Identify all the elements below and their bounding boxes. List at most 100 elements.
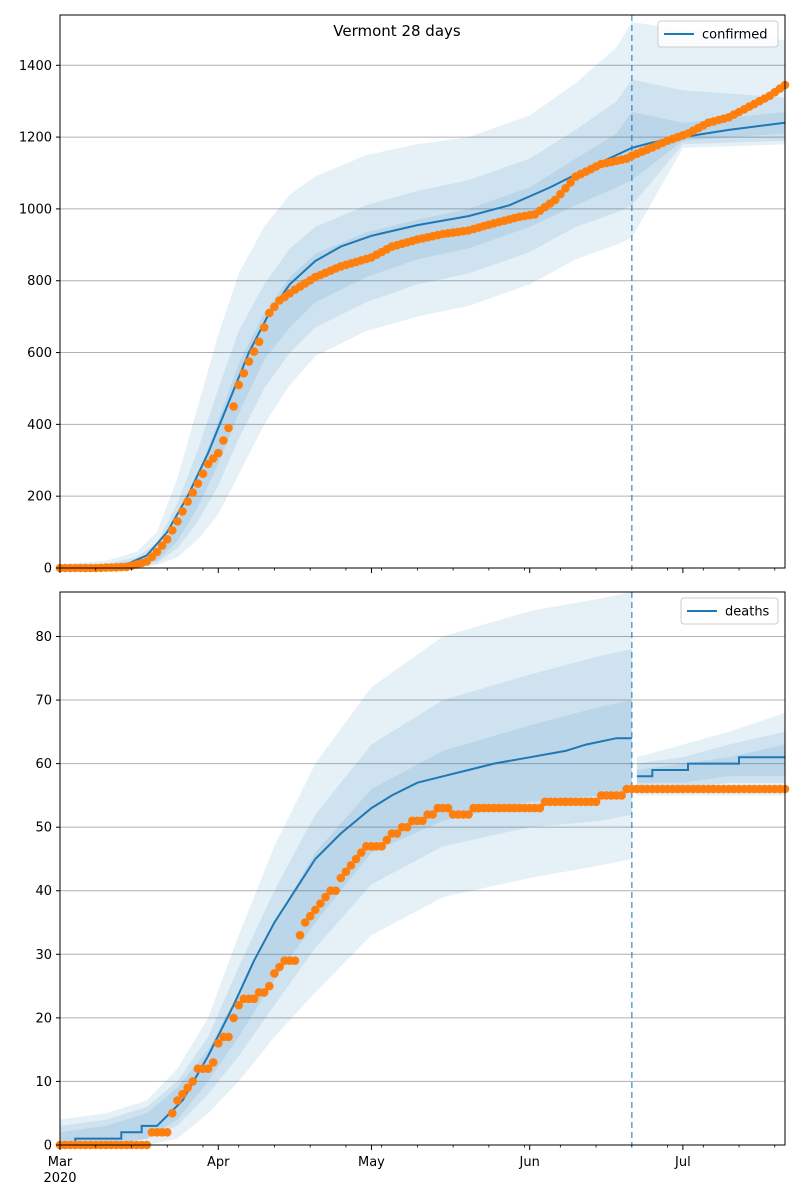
x-year-label: 2020 bbox=[43, 1171, 76, 1186]
observed-point bbox=[214, 1039, 223, 1048]
deaths-observed-points bbox=[55, 784, 790, 1150]
observed-point bbox=[157, 541, 167, 550]
uncertainty-band bbox=[636, 712, 785, 796]
observed-point bbox=[239, 368, 249, 378]
observed-point bbox=[173, 517, 182, 526]
x-tick-label: Apr bbox=[207, 1155, 230, 1170]
uncertainty-band bbox=[60, 700, 632, 1145]
observed-point bbox=[234, 1000, 243, 1010]
confirmed-panel: 0 200 400 600 800 1000 1200 1400 Vermont 28 day… bbox=[19, 14, 790, 577]
y-tick-label: 1000 bbox=[19, 202, 52, 217]
y-tick-label: 10 bbox=[35, 1075, 52, 1090]
confirmed-axes: 0 200 400 600 800 1000 1200 1400 bbox=[19, 14, 786, 577]
observed-point bbox=[198, 469, 208, 479]
confirmed-legend: confirmed bbox=[657, 20, 779, 48]
deaths-axes: 0 10 20 30 40 50 60 70 80 Mar Apr May Jun Jul 2020 bbox=[35, 591, 786, 1186]
observed-point bbox=[464, 810, 473, 819]
observed-point bbox=[566, 178, 575, 187]
y-tick-label: 40 bbox=[35, 884, 52, 899]
observed-point bbox=[331, 886, 341, 895]
observed-point bbox=[591, 797, 601, 807]
observed-point bbox=[254, 337, 264, 347]
y-tick-label: 200 bbox=[27, 490, 52, 505]
observed-point bbox=[203, 1064, 213, 1073]
observed-point bbox=[152, 547, 162, 557]
confirmed-model-lines bbox=[59, 15, 786, 569]
observed-point bbox=[178, 1089, 187, 1099]
observed-point bbox=[249, 347, 259, 356]
observed-point bbox=[249, 994, 259, 1004]
x-tick-label: May bbox=[358, 1155, 385, 1170]
y-tick-label: 0 bbox=[44, 1139, 52, 1154]
plot-frame bbox=[59, 14, 786, 569]
observed-point bbox=[300, 918, 310, 927]
uncertainty-band bbox=[636, 731, 785, 789]
observed-point bbox=[443, 803, 453, 813]
observed-point bbox=[203, 459, 213, 469]
observed-point bbox=[188, 488, 197, 497]
deaths-gridlines bbox=[60, 635, 785, 1146]
observed-point bbox=[168, 1108, 177, 1118]
legend-label-deaths: deaths bbox=[725, 605, 770, 620]
observed-point bbox=[550, 195, 560, 205]
observed-point bbox=[270, 969, 279, 978]
deaths-legend: deaths bbox=[680, 597, 779, 625]
observed-point bbox=[428, 810, 438, 819]
x-tick-label: Mar bbox=[48, 1155, 73, 1170]
observed-point bbox=[173, 1096, 182, 1105]
y-tick-label: 600 bbox=[27, 346, 52, 361]
observed-point bbox=[336, 873, 346, 883]
observed-point bbox=[321, 892, 330, 902]
observed-point bbox=[229, 402, 238, 411]
observed-point bbox=[265, 308, 274, 318]
model-line bbox=[59, 121, 786, 569]
y-tick-label: 1200 bbox=[19, 131, 52, 146]
observed-point bbox=[234, 380, 243, 390]
observed-point bbox=[290, 956, 300, 965]
confirmed-uncertainty-bands bbox=[60, 22, 785, 568]
observed-point bbox=[270, 302, 279, 312]
y-tick-label: 80 bbox=[35, 630, 52, 645]
observed-point bbox=[224, 423, 233, 433]
observed-point bbox=[244, 357, 254, 366]
y-tick-label: 1400 bbox=[19, 59, 52, 74]
model-line bbox=[60, 737, 632, 1146]
y-tick-label: 60 bbox=[35, 757, 52, 772]
y-tick-label: 0 bbox=[44, 562, 52, 577]
observed-point bbox=[168, 526, 177, 535]
deaths-panel: 0 10 20 30 40 50 60 70 80 Mar Apr May Jun Jul 2020 dea… bbox=[35, 591, 790, 1186]
observed-point bbox=[341, 867, 351, 876]
model-line bbox=[636, 756, 785, 778]
observed-point bbox=[178, 507, 187, 516]
observed-point bbox=[183, 1083, 192, 1093]
observed-point bbox=[224, 1032, 233, 1042]
observed-point bbox=[275, 962, 284, 972]
observed-point bbox=[259, 323, 269, 332]
legend-box bbox=[680, 597, 779, 625]
uncertainty-band bbox=[60, 22, 785, 568]
observed-point bbox=[208, 1058, 218, 1067]
uncertainty-band bbox=[60, 649, 632, 1145]
observed-point bbox=[356, 848, 366, 857]
deaths-model-lines bbox=[60, 592, 785, 1146]
plot-frame bbox=[59, 591, 786, 1146]
observed-point bbox=[418, 816, 427, 826]
observed-point bbox=[162, 535, 172, 544]
observed-point bbox=[311, 905, 320, 915]
y-tick-label: 50 bbox=[35, 821, 52, 836]
observed-point bbox=[351, 854, 361, 864]
y-tick-label: 20 bbox=[35, 1011, 52, 1026]
observed-point bbox=[617, 791, 626, 800]
legend-box bbox=[657, 20, 779, 48]
x-tick-label: Jun bbox=[519, 1155, 540, 1170]
observed-point bbox=[214, 448, 223, 458]
observed-point bbox=[305, 911, 315, 921]
observed-point bbox=[402, 822, 412, 832]
y-tick-label: 30 bbox=[35, 948, 52, 963]
chart-title: Vermont 28 days bbox=[333, 22, 461, 40]
y-tick-label: 70 bbox=[35, 694, 52, 709]
y-tick-label: 800 bbox=[27, 274, 52, 289]
observed-point bbox=[193, 479, 203, 488]
observed-point bbox=[229, 1013, 238, 1023]
